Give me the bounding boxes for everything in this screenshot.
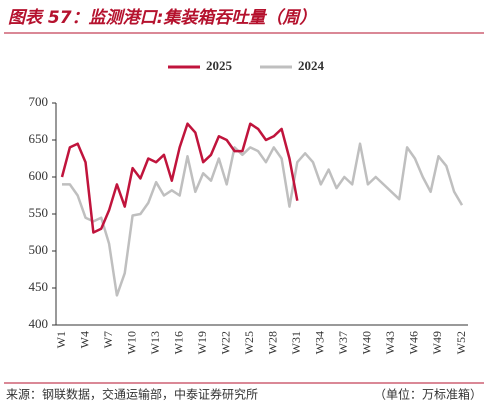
x-tick-label: W4 (77, 331, 91, 348)
y-tick-label: 600 (29, 168, 49, 183)
x-tick-label: W31 (289, 331, 303, 354)
series-line (60, 122, 299, 234)
x-tick-label: W16 (171, 331, 185, 354)
x-tick-label: W28 (266, 331, 280, 354)
x-tick-label: W22 (218, 331, 232, 354)
x-tick-label: W40 (360, 331, 374, 354)
y-tick-label: 650 (29, 131, 49, 146)
unit-note: （单位：万标准箱） (374, 387, 482, 402)
x-tick-label: W10 (124, 331, 138, 354)
x-tick-label: W46 (407, 331, 421, 354)
x-tick-label: W43 (383, 331, 397, 354)
x-tick-label: W49 (430, 331, 444, 354)
y-tick-label: 700 (29, 94, 49, 109)
source: 来源：钢联数据，交通运输部，中泰证券研究所 (6, 387, 258, 402)
y-tick-label: 400 (29, 316, 49, 331)
series-line (62, 142, 464, 297)
x-tick-label: W7 (101, 331, 115, 348)
chart-title: 图表 57：监测港口:集装箱吞吐量（周） (8, 8, 316, 28)
y-tick-label: 500 (29, 242, 49, 257)
y-tick-label: 550 (29, 205, 49, 220)
x-tick-label: W1 (54, 331, 68, 348)
legend-label: 2024 (298, 58, 325, 73)
x-tick-label: W13 (148, 331, 162, 354)
x-tick-label: W52 (454, 331, 468, 354)
y-tick-label: 450 (29, 279, 49, 294)
x-tick-label: W34 (313, 331, 327, 354)
x-tick-label: W19 (195, 331, 209, 354)
x-tick-label: W25 (242, 331, 256, 354)
legend-label: 2025 (206, 58, 233, 73)
x-tick-label: W37 (336, 331, 350, 354)
